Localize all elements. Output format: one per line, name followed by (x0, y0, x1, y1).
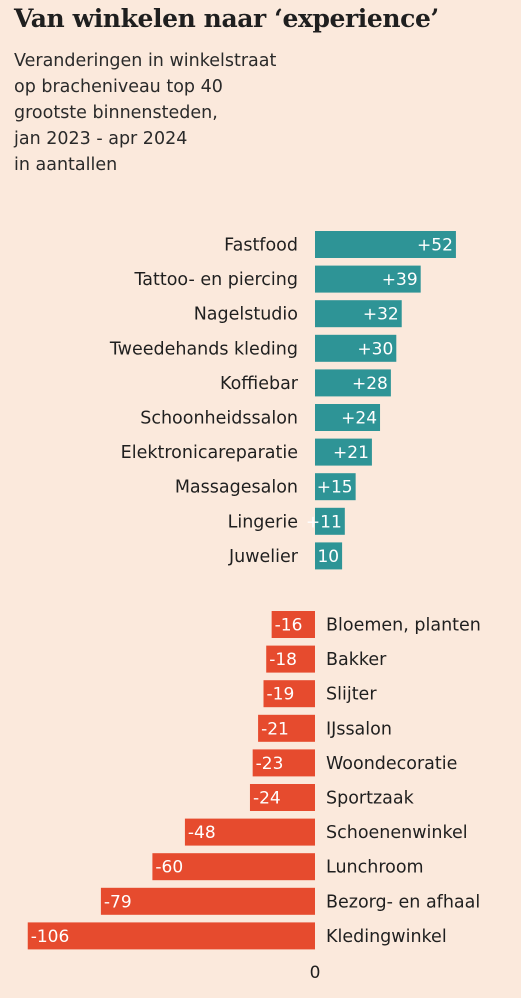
bar (315, 265, 421, 293)
bar (315, 369, 391, 397)
category-label: Nagelstudio (194, 305, 298, 325)
data-label: -24 (253, 789, 281, 809)
data-label: 10 (317, 547, 339, 567)
category-label: Bezorg- en afhaal (326, 892, 480, 912)
category-label: Lunchroom (326, 858, 424, 878)
category-label: Sportzaak (326, 789, 415, 809)
bar (27, 922, 316, 950)
bar (100, 887, 315, 915)
bar (258, 714, 315, 742)
bar (249, 784, 315, 811)
data-label: -19 (267, 685, 295, 705)
data-label: +28 (352, 374, 388, 394)
data-label: +15 (317, 478, 353, 498)
category-label: Tweedehands kleding (109, 339, 298, 359)
data-label: -18 (269, 650, 297, 670)
subtitle-line: in aantallen (14, 155, 118, 175)
data-label: +11 (306, 512, 342, 532)
bar (315, 231, 456, 258)
bar (152, 853, 315, 881)
bar (315, 334, 397, 362)
category-label: Woondecoratie (326, 754, 457, 774)
bar (315, 300, 402, 328)
category-label: Tattoo- en piercing (133, 270, 298, 290)
data-label: -23 (256, 754, 284, 774)
bar (263, 680, 315, 708)
bar (184, 818, 315, 846)
zero-tick-label: 0 (310, 963, 321, 983)
data-label: -48 (188, 823, 216, 843)
data-label: -16 (275, 616, 303, 636)
category-label: Juwelier (228, 547, 299, 567)
data-label: -60 (155, 858, 183, 878)
data-label: +24 (341, 409, 377, 429)
data-label: -106 (31, 927, 70, 947)
bar (252, 749, 315, 777)
bar (266, 645, 315, 673)
data-label: +39 (382, 270, 418, 290)
category-label: Kledingwinkel (326, 927, 447, 947)
category-label: Massagesalon (175, 478, 298, 498)
bar (315, 473, 356, 501)
subtitle-line: jan 2023 - apr 2024 (14, 129, 188, 149)
bar (315, 438, 372, 466)
bar (315, 542, 343, 570)
data-label: -79 (104, 892, 132, 912)
category-label: Koffiebar (220, 374, 299, 394)
data-label: +30 (357, 339, 393, 359)
category-label: Lingerie (228, 512, 298, 532)
data-label: -21 (261, 719, 289, 739)
bar (315, 404, 381, 431)
category-label: IJssalon (326, 719, 392, 739)
category-label: Fastfood (224, 236, 298, 256)
bar (315, 507, 345, 535)
category-label: Bloemen, planten (326, 616, 481, 636)
category-label: Bakker (326, 650, 387, 670)
subtitle-line: grootste binnensteden, (14, 103, 218, 123)
data-label: +32 (363, 305, 399, 325)
category-label: Slijter (326, 685, 377, 705)
subtitle-line: op bracheniveau top 40 (14, 77, 223, 97)
category-label: Schoenenwinkel (326, 823, 468, 843)
data-label: +21 (333, 443, 369, 463)
chart-title: Van winkelen naar ‘experience’ (14, 4, 439, 33)
bar (271, 611, 315, 638)
category-label: Schoonheidssalon (140, 409, 298, 429)
data-label: +52 (417, 236, 453, 256)
chart-subtitle: Veranderingen in winkelstraat op brachen… (14, 48, 344, 178)
category-label: Elektronicareparatie (121, 443, 298, 463)
subtitle-line: Veranderingen in winkelstraat (14, 51, 277, 71)
